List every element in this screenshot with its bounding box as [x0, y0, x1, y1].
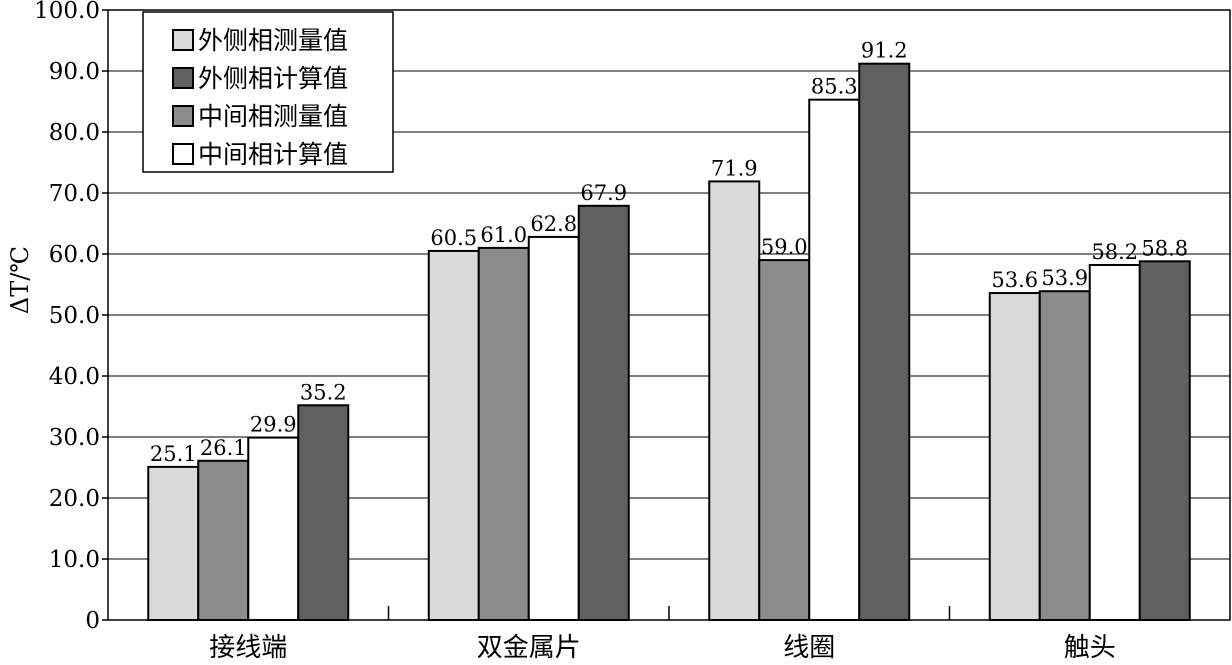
bar: [988, 292, 1041, 621]
bar-value-label: 67.9: [580, 181, 627, 205]
bar-value-label: 53.6: [991, 268, 1038, 292]
bar: [1088, 263, 1141, 621]
y-tick-label: 100.0: [34, 0, 100, 24]
y-tick-label: 0: [85, 608, 100, 634]
y-tick-label: 30.0: [49, 425, 100, 451]
bar-value-label: 85.3: [811, 75, 858, 99]
y-tick-label: 20.0: [49, 486, 100, 512]
bar: [427, 249, 480, 621]
data-labels: 25.1 26.129.935.2 60.5 61.0 62.867.9 71.9 59.0…: [150, 39, 1188, 466]
bar: [527, 235, 580, 621]
bar: [1038, 290, 1091, 621]
bar: [858, 62, 911, 622]
bar-value-label: 58.2: [1091, 240, 1138, 264]
bar: [247, 436, 300, 621]
y-tick-label: 50.0: [49, 303, 100, 329]
bar-value-label: 91.2: [861, 39, 908, 63]
legend-entry-label: 中间相测量值: [198, 102, 348, 131]
bar: [477, 246, 530, 621]
legend-swatch: [172, 143, 194, 165]
bar-value-label: 35.2: [300, 380, 347, 404]
bar-value-label: 62.8: [530, 212, 577, 236]
bar-value-label: 61.0: [480, 223, 527, 247]
bar-value-label: 58.8: [1141, 236, 1188, 260]
legend-swatch: [172, 29, 194, 51]
y-axis-title: ΔT/℃: [6, 246, 34, 314]
x-category-label: 触头: [1064, 633, 1116, 663]
bar: [708, 180, 761, 621]
bar-value-label: 59.0: [761, 235, 808, 259]
x-category-label: 双金属片: [477, 633, 581, 663]
x-category-label: 线圈: [783, 633, 835, 663]
y-tick-label: 90.0: [49, 59, 100, 85]
legend-entry-label: 中间相计算值: [198, 140, 348, 169]
legend-entry-label: 外侧相计算值: [198, 64, 348, 93]
x-category-label: 接线端: [209, 633, 287, 663]
bar: [297, 404, 350, 621]
legend-entry-label: 外侧相测量值: [198, 26, 348, 55]
y-tick-label: 70.0: [49, 181, 100, 207]
bar-value-label: 25.1: [150, 442, 197, 466]
bar: [758, 259, 811, 621]
bar-value-label: 71.9: [711, 156, 758, 180]
legend-swatch: [172, 105, 194, 127]
y-tick-label: 60.0: [49, 242, 100, 268]
bar-value-label: 60.5: [430, 226, 477, 250]
bars: [147, 62, 1191, 622]
bar: [808, 98, 861, 622]
y-tick-label: 10.0: [49, 547, 100, 573]
bar: [577, 204, 630, 621]
axes: 0 10.0 20.0 30.0 40.0 50.0 60.0 70.0 80.0 90.0 100…: [34, 0, 1231, 663]
bar: [1138, 260, 1191, 621]
y-tick-label: 40.0: [49, 364, 100, 390]
y-tick-label: 80.0: [49, 120, 100, 146]
bar-value-label: 53.9: [1041, 266, 1088, 290]
bar: [197, 459, 250, 622]
bar-value-label: 26.1: [200, 436, 247, 460]
bar-value-label: 29.9: [250, 413, 297, 437]
legend-swatch: [172, 67, 194, 89]
bar: [147, 465, 200, 622]
